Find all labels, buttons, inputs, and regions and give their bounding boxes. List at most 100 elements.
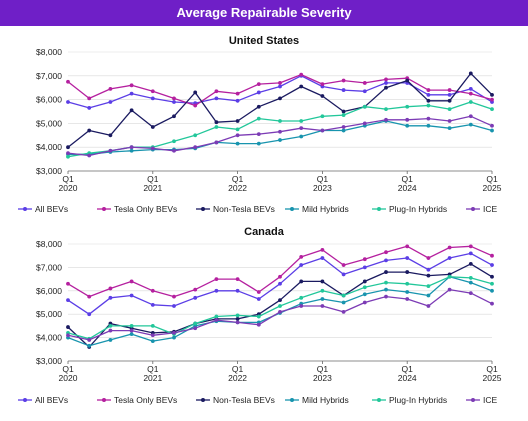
data-point (299, 263, 304, 267)
data-point (299, 126, 304, 131)
legend-swatch-marker (290, 207, 294, 211)
legend-swatch-marker (102, 398, 106, 402)
data-point (341, 128, 346, 133)
data-point (172, 96, 176, 101)
data-point (341, 113, 346, 117)
data-point (278, 281, 282, 286)
data-point (278, 84, 282, 89)
x-tick-year: 2021 (143, 183, 162, 193)
x-tick-label: Q1 (402, 364, 414, 374)
data-point (341, 125, 346, 129)
series-ice (66, 287, 494, 342)
data-point (320, 304, 325, 308)
data-point (341, 300, 346, 305)
data-point (256, 314, 261, 319)
legend: All BEVs Tesla Only BEVs Non-Tesla BEVs Mil… (18, 395, 498, 405)
data-point (129, 91, 134, 96)
data-point (172, 139, 176, 144)
data-point (235, 288, 240, 293)
data-point (256, 297, 261, 301)
data-point (150, 288, 155, 293)
series-tesla-only-bevs (66, 72, 494, 108)
data-point (235, 141, 240, 146)
data-point (278, 138, 282, 142)
data-point (447, 88, 452, 92)
data-point (235, 320, 240, 325)
legend-swatch-marker (471, 207, 475, 211)
data-point (235, 313, 240, 318)
data-point (256, 82, 261, 87)
data-point (405, 123, 410, 128)
legend-label: All BEVs (35, 204, 68, 214)
data-point (468, 91, 473, 96)
data-point (341, 309, 346, 314)
data-point (405, 270, 410, 274)
data-point (278, 298, 282, 303)
data-point (278, 274, 282, 279)
data-point (66, 100, 70, 104)
data-point (341, 109, 346, 114)
data-point (256, 90, 261, 95)
data-point (299, 279, 304, 284)
data-point (468, 86, 473, 91)
data-point (256, 116, 261, 121)
data-point (108, 286, 113, 291)
data-point (426, 284, 431, 289)
data-point (108, 133, 113, 138)
legend-label: Tesla Only BEVs (114, 395, 177, 405)
legend-swatch-marker (471, 398, 475, 402)
data-point (468, 122, 473, 127)
data-point (66, 298, 70, 303)
x-tick-year: 2020 (59, 183, 78, 193)
x-tick-year: 2020 (59, 373, 78, 383)
data-point (235, 119, 240, 123)
data-point (129, 332, 134, 336)
data-point (362, 89, 367, 94)
data-point (278, 304, 282, 308)
data-point (235, 277, 240, 281)
data-point (362, 257, 367, 262)
data-point (447, 245, 452, 250)
data-point (193, 321, 198, 326)
data-point (172, 335, 176, 340)
series-non-tesla-bevs (66, 71, 494, 150)
data-point (278, 129, 282, 134)
data-point (468, 261, 473, 266)
x-tick-label: Q1 (402, 174, 414, 184)
data-point (129, 293, 134, 298)
legend-swatch-marker (377, 207, 381, 211)
data-point (362, 292, 367, 297)
data-point (447, 107, 452, 112)
data-point (426, 304, 431, 308)
data-point (299, 134, 304, 139)
data-point (214, 318, 219, 322)
legend: All BEVs Tesla Only BEVs Non-Tesla BEVs Mil… (18, 204, 498, 214)
data-point (320, 279, 325, 284)
data-point (108, 86, 113, 91)
data-point (108, 324, 113, 328)
data-point (172, 114, 176, 119)
data-point (66, 79, 70, 84)
data-point (426, 273, 431, 278)
data-point (362, 300, 367, 305)
x-tick-year: 2023 (313, 183, 332, 193)
data-point (490, 123, 494, 128)
data-point (490, 92, 494, 97)
x-tick-year: 2022 (228, 373, 247, 383)
data-point (87, 106, 92, 110)
chart-subtitle: United States (229, 35, 299, 47)
data-point (426, 267, 431, 272)
data-point (87, 294, 92, 299)
data-point (278, 309, 282, 314)
data-point (405, 297, 410, 301)
data-point (66, 145, 70, 150)
data-point (278, 119, 282, 123)
data-point (214, 140, 219, 145)
data-point (447, 256, 452, 260)
y-tick-label: $4,000 (36, 333, 62, 343)
data-point (278, 96, 282, 101)
legend-label: All BEVs (35, 395, 68, 405)
series-tesla-only-bevs (66, 244, 494, 299)
data-point (129, 145, 134, 150)
